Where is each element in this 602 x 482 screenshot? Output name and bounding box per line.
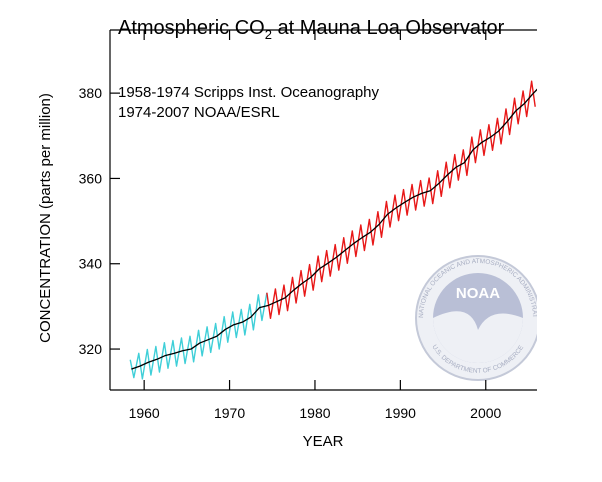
chart-title: Atmospheric CO2 at Mauna Loa Observator [118, 17, 505, 42]
y-tick-label: 340 [79, 256, 103, 272]
y-axis-label: CONCENTRATION (parts per million) [37, 93, 54, 343]
plot-lines [129, 80, 537, 380]
logo-name: NOAA [456, 285, 500, 302]
x-tick-label: 1980 [299, 405, 330, 421]
annotation: 1974-2007 NOAA/ESRL [118, 104, 280, 121]
y-tick-label: 320 [79, 341, 103, 357]
title-part: at Mauna Loa Observator [272, 17, 505, 39]
x-tick-label: 2000 [470, 405, 501, 421]
y-tick-label: 380 [79, 85, 103, 101]
x-tick-label: 1960 [129, 405, 160, 421]
y-tick-label: 360 [79, 170, 103, 186]
x-axis-label: YEAR [303, 433, 344, 450]
title-group: Atmospheric CO2 at Mauna Loa Observator [118, 17, 505, 42]
series-line [129, 292, 268, 380]
title-part: Atmospheric CO [118, 17, 265, 39]
logo-wave [433, 311, 523, 363]
series-line [131, 88, 537, 370]
annotation: 1958-1974 Scripps Inst. Oceanography [118, 84, 379, 101]
x-tick-label: 1990 [385, 405, 416, 421]
x-tick-label: 1970 [214, 405, 245, 421]
title-subscript: 2 [265, 27, 272, 42]
